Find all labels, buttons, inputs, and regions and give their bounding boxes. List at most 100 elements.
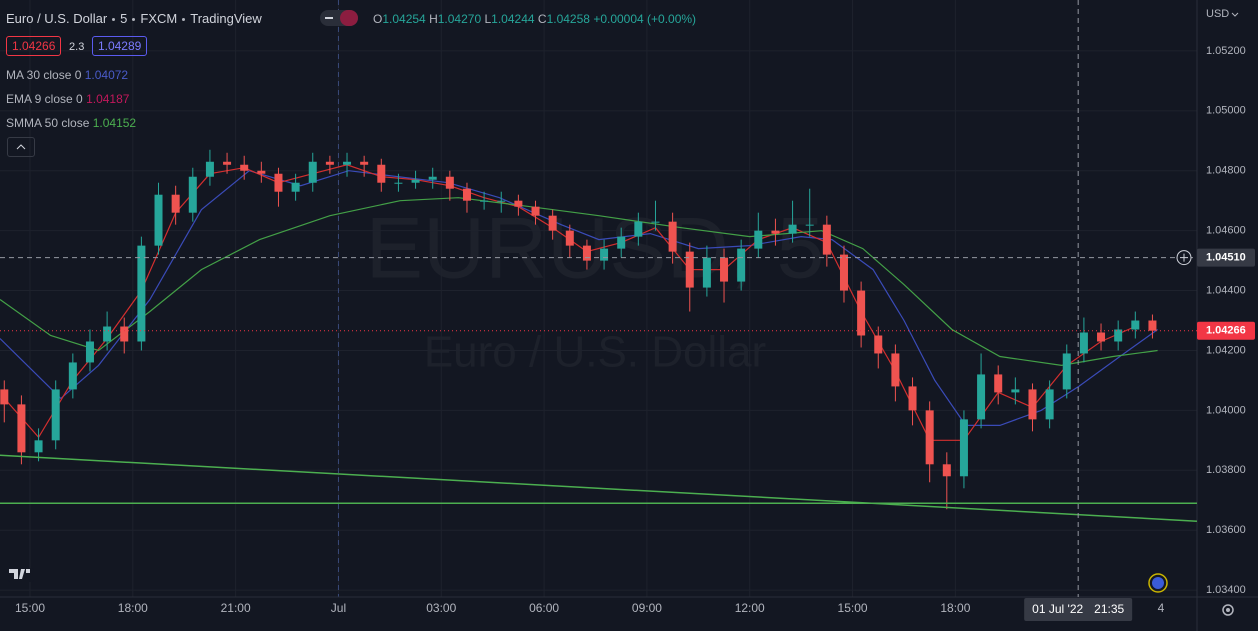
candle-body <box>788 224 797 234</box>
x-tick-label: Jul <box>331 601 346 615</box>
candle-body <box>754 230 763 249</box>
candle-body <box>908 386 917 411</box>
indicator-legend[interactable]: MA 30 close 0 1.04072 <box>6 68 128 82</box>
candle-body <box>891 353 900 387</box>
indicator-value: 1.04072 <box>84 68 129 82</box>
candle-body <box>188 176 197 213</box>
last-price-badge <box>1197 321 1255 340</box>
interval[interactable]: 5 <box>120 11 128 26</box>
symbol[interactable]: Euro / U.S. Dollar <box>6 11 108 26</box>
candle-body <box>223 161 232 165</box>
currency-chevron <box>1231 12 1239 17</box>
candle-body <box>51 389 60 441</box>
x-tick-label: 06:00 <box>529 601 559 615</box>
last-price-label: 1.04266 <box>1206 325 1246 337</box>
bid[interactable]: 1.04266 <box>6 36 62 56</box>
y-tick-label: 1.04600 <box>1206 225 1246 237</box>
timezone-icon[interactable] <box>1148 573 1168 593</box>
candle-body <box>839 254 848 291</box>
crosshair-price-badge <box>1197 248 1255 267</box>
ohlc-label: O <box>373 12 383 26</box>
trend-line <box>0 454 1198 522</box>
indicator-legend[interactable]: EMA 9 close 0 1.04187 <box>6 92 129 106</box>
candle-body <box>805 224 814 226</box>
candle-body <box>668 221 677 252</box>
candle-body <box>977 374 986 420</box>
candle-body <box>68 362 77 390</box>
candle-body <box>617 236 626 249</box>
candle-body <box>548 215 557 231</box>
separator <box>112 18 116 22</box>
collapse-button[interactable] <box>7 137 35 157</box>
indicator-line <box>0 197 1158 367</box>
candle-body <box>685 251 694 288</box>
candle-body <box>17 404 26 453</box>
candle-body <box>702 257 711 288</box>
ask[interactable]: 1.04289 <box>91 36 148 56</box>
toggle-knob <box>340 10 358 26</box>
candle-body <box>308 161 317 183</box>
candle-body <box>634 221 643 237</box>
indicator-value: 1.04187 <box>86 92 130 106</box>
y-tick-label: 1.04400 <box>1206 284 1246 296</box>
candle-body <box>291 182 300 192</box>
x-tick-label: 03:00 <box>426 601 456 615</box>
candle-body <box>480 200 489 202</box>
exchange: FXCM <box>140 11 178 26</box>
candle-body <box>360 161 369 165</box>
candle-body <box>103 326 112 342</box>
y-tick-label: 1.04800 <box>1206 165 1246 177</box>
candle-body <box>445 176 454 189</box>
candle-body <box>822 224 831 255</box>
ohlc-label: H <box>429 12 438 26</box>
candle-body <box>377 164 386 183</box>
candle-body <box>942 464 951 477</box>
spread: 2.3 <box>69 41 85 53</box>
candle-body <box>925 410 934 465</box>
toggle-mark <box>325 17 333 19</box>
candle-body <box>994 374 1003 393</box>
y-tick-label: 1.03600 <box>1206 524 1246 536</box>
candle-body <box>874 335 883 354</box>
y-tick-label: 1.03800 <box>1206 464 1246 476</box>
candle-body <box>720 257 729 282</box>
crosshair-price-label: 1.04510 <box>1206 252 1246 264</box>
candle-body <box>565 230 574 246</box>
candle-body <box>120 326 129 342</box>
candle-body <box>154 194 163 246</box>
bottom-count: 4 <box>1158 601 1165 615</box>
watermark-name: Euro / U.S. Dollar <box>424 328 766 377</box>
crosshair-time-label: 21:35 <box>1094 602 1124 616</box>
tv-logo <box>8 568 34 582</box>
x-tick-label: 15:00 <box>15 601 45 615</box>
x-tick-label: 12:00 <box>735 601 765 615</box>
y-tick-label: 1.04000 <box>1206 404 1246 416</box>
candle-body <box>1011 389 1020 393</box>
x-tick-label: 09:00 <box>632 601 662 615</box>
y-tick-label: 1.05000 <box>1206 105 1246 117</box>
separator <box>182 18 186 22</box>
symbol-header: Euro / U.S. Dollar 5 FXCM TradingView <box>6 11 262 26</box>
indicator-name: MA 30 close 0 <box>6 68 82 82</box>
visibility-toggle[interactable] <box>320 10 358 26</box>
candle-body <box>737 248 746 282</box>
source: TradingView <box>190 11 262 26</box>
ohlc-label: C <box>537 12 547 26</box>
indicator-name: SMMA 50 close <box>6 116 90 130</box>
candle-body <box>137 245 146 342</box>
candle-body <box>257 170 266 174</box>
indicator-name: EMA 9 close 0 <box>6 92 83 106</box>
indicator-legend[interactable]: SMMA 50 close 1.04152 <box>6 116 136 130</box>
crosshair-time-badge <box>1024 598 1133 621</box>
settings-icon[interactable] <box>1222 604 1234 616</box>
y-tick-label: 1.05200 <box>1206 45 1246 57</box>
candle-body <box>205 161 214 177</box>
currency[interactable]: USD <box>1206 8 1229 20</box>
ohlc: O1.04254 H1.04270 L1.04244 C1.04258 +0.0… <box>373 12 696 26</box>
add-alert-plus <box>1180 253 1188 262</box>
candle-body <box>462 188 471 201</box>
candle-body <box>1131 320 1140 330</box>
candle-body <box>651 221 660 223</box>
candle-body <box>411 179 420 183</box>
